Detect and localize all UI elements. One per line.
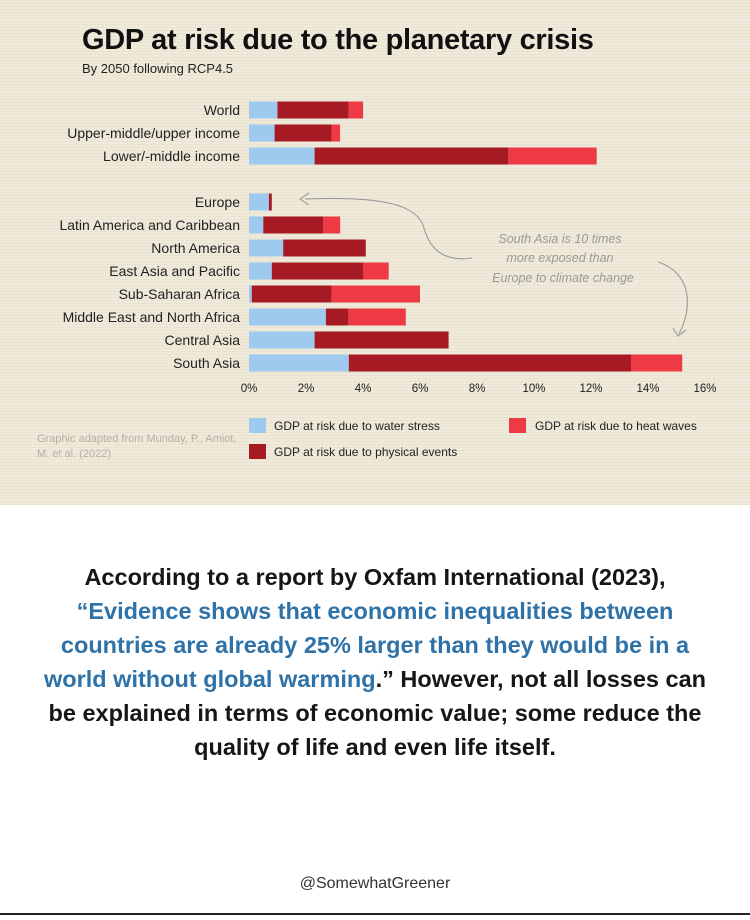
category-label-upper-middle-upper-income: Upper-middle/upper income bbox=[67, 125, 240, 141]
bar-latin-america-and-caribbean-water-stress bbox=[249, 216, 264, 234]
category-label-middle-east-and-north-africa: Middle East and North Africa bbox=[63, 309, 241, 325]
bar-east-asia-and-pacific-heat-waves bbox=[363, 262, 389, 280]
author-handle: @SomewhatGreener bbox=[299, 875, 451, 892]
annotation-arrow-to-europe bbox=[304, 197, 473, 260]
bar-world-water-stress bbox=[249, 101, 278, 119]
bar-lower-middle-income-water-stress bbox=[249, 147, 315, 165]
bar-europe-physical-events bbox=[268, 193, 272, 211]
category-labels: World Upper-middle/upper income Lower/-mid… bbox=[59, 102, 240, 371]
x-tick-label: 12% bbox=[579, 383, 602, 395]
chart-subtitle: By 2050 following RCP4.5 bbox=[82, 61, 234, 76]
bar-east-asia-and-pacific-physical-events bbox=[271, 262, 363, 280]
bar-upper-middle-upper-income-heat-waves bbox=[331, 124, 341, 142]
legend-label-water-stress: GDP at risk due to water stress bbox=[274, 419, 440, 433]
stacked-bar-chart: World Upper-middle/upper income Lower/-mid… bbox=[59, 101, 717, 459]
x-tick-label: 8% bbox=[469, 383, 486, 395]
bar-north-america-physical-events bbox=[283, 239, 366, 257]
bars-layer bbox=[249, 101, 683, 372]
category-label-lower-middle-income: Lower/-middle income bbox=[103, 148, 240, 164]
bar-central-asia-physical-events bbox=[314, 331, 449, 349]
bar-lower-middle-income-physical-events bbox=[314, 147, 509, 165]
bar-sub-saharan-africa-water-stress bbox=[249, 285, 252, 303]
category-label-central-asia: Central Asia bbox=[165, 332, 241, 348]
quote-close: .” However, not all losses can be explai… bbox=[48, 666, 707, 760]
quote-lead: According to a report by Oxfam Internati… bbox=[84, 564, 666, 590]
bar-south-asia-water-stress bbox=[249, 354, 349, 372]
x-tick-label: 2% bbox=[298, 383, 315, 395]
x-tick-label: 10% bbox=[522, 383, 545, 395]
annotation-line-2: more exposed than bbox=[506, 251, 613, 265]
bar-world-physical-events bbox=[277, 101, 349, 119]
category-label-world: World bbox=[204, 102, 240, 118]
chart-legend: GDP at risk due to water stress GDP at r… bbox=[249, 418, 697, 459]
legend-item-water-stress: GDP at risk due to water stress bbox=[249, 418, 440, 433]
x-tick-label: 6% bbox=[412, 383, 429, 395]
category-label-south-asia: South Asia bbox=[173, 355, 240, 371]
chart-panel: GDP at risk due to the planetary crisis … bbox=[0, 0, 750, 505]
bottom-divider bbox=[0, 913, 750, 915]
chart-annotation: South Asia is 10 times more exposed than… bbox=[299, 192, 688, 337]
bar-sub-saharan-africa-heat-waves bbox=[331, 285, 420, 303]
legend-label-physical-events: GDP at risk due to physical events bbox=[274, 445, 457, 459]
x-tick-label: 14% bbox=[636, 383, 659, 395]
bar-east-asia-and-pacific-water-stress bbox=[249, 262, 272, 280]
bar-central-asia-water-stress bbox=[249, 331, 315, 349]
legend-label-heat-waves: GDP at risk due to heat waves bbox=[535, 419, 697, 433]
category-label-latin-america-and-caribbean: Latin America and Caribbean bbox=[59, 217, 240, 233]
x-tick-label: 4% bbox=[355, 383, 372, 395]
bar-upper-middle-upper-income-water-stress bbox=[249, 124, 275, 142]
bar-south-asia-physical-events bbox=[348, 354, 631, 372]
bar-middle-east-and-north-africa-heat-waves bbox=[348, 308, 406, 326]
oxfam-quote: According to a report by Oxfam Internati… bbox=[40, 560, 710, 764]
bar-middle-east-and-north-africa-physical-events bbox=[325, 308, 349, 326]
bar-south-asia-heat-waves bbox=[630, 354, 683, 372]
annotation-line-3: Europe to climate change bbox=[492, 271, 634, 285]
bar-latin-america-and-caribbean-physical-events bbox=[263, 216, 324, 234]
annotation-arrowhead-south-asia bbox=[672, 327, 687, 337]
category-label-europe: Europe bbox=[195, 194, 240, 210]
x-tick-label: 16% bbox=[693, 383, 716, 395]
bar-middle-east-and-north-africa-water-stress bbox=[249, 308, 326, 326]
source-note: Graphic adapted from Munday, P., Amiot, … bbox=[37, 433, 237, 460]
bar-upper-middle-upper-income-physical-events bbox=[274, 124, 332, 142]
quote-highlight: “Evidence shows that economic inequaliti… bbox=[43, 598, 690, 692]
category-label-north-america: North America bbox=[151, 240, 240, 256]
chart-title: GDP at risk due to the planetary crisis bbox=[82, 24, 594, 56]
annotation-arrow-to-south-asia bbox=[657, 261, 688, 335]
bar-north-america-water-stress bbox=[249, 239, 284, 257]
legend-swatch-water-stress bbox=[249, 418, 266, 433]
annotation-arrowhead-europe bbox=[299, 192, 310, 206]
category-label-sub-saharan-africa: Sub-Saharan Africa bbox=[119, 286, 241, 302]
bar-world-heat-waves bbox=[348, 101, 364, 119]
legend-item-physical-events: GDP at risk due to physical events bbox=[249, 444, 457, 459]
annotation-line-1: South Asia is 10 times bbox=[498, 232, 621, 246]
legend-item-heat-waves: GDP at risk due to heat waves bbox=[509, 418, 697, 433]
category-label-east-asia-and-pacific: East Asia and Pacific bbox=[109, 263, 240, 279]
legend-swatch-physical-events bbox=[249, 444, 266, 459]
bar-latin-america-and-caribbean-heat-waves bbox=[323, 216, 341, 234]
x-tick-label: 0% bbox=[241, 383, 258, 395]
bar-europe-water-stress bbox=[249, 193, 269, 211]
legend-swatch-heat-waves bbox=[509, 418, 526, 433]
bar-lower-middle-income-heat-waves bbox=[508, 147, 597, 165]
x-axis-ticks: 0% 2% 4% 6% 8% 10% 12% 14% 16% bbox=[241, 383, 717, 395]
bar-sub-saharan-africa-physical-events bbox=[251, 285, 332, 303]
